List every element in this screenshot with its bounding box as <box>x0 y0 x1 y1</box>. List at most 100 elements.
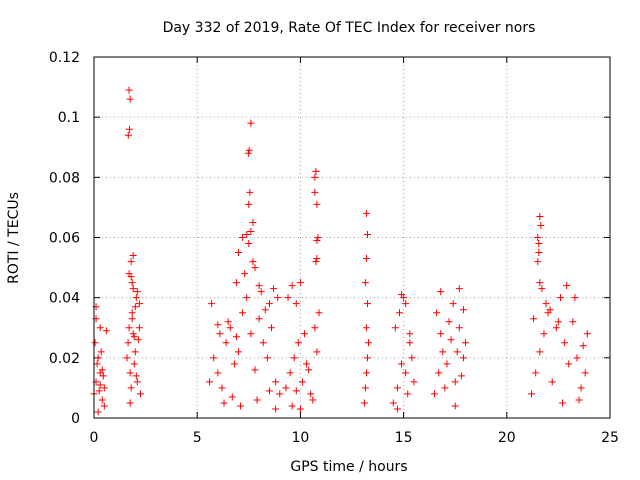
data-point-marker <box>224 318 232 326</box>
data-point-marker <box>96 324 104 332</box>
data-point-marker <box>126 125 134 133</box>
data-point-marker <box>313 200 321 208</box>
data-point-marker <box>128 279 136 287</box>
data-point-marker <box>249 218 257 226</box>
data-point-marker <box>208 300 216 308</box>
x-tick-label: 25 <box>601 430 619 446</box>
data-point-marker <box>546 306 554 314</box>
data-point-marker <box>232 333 240 341</box>
data-point-marker <box>245 146 253 154</box>
data-point-marker <box>404 390 412 398</box>
data-point-marker <box>305 366 313 374</box>
data-point-marker <box>437 330 445 338</box>
data-point-marker <box>255 282 263 290</box>
data-point-marker <box>532 369 540 377</box>
data-point-marker <box>313 255 321 263</box>
data-point-marker <box>406 339 414 347</box>
data-point-marker <box>290 354 298 362</box>
data-point-marker <box>243 294 251 302</box>
data-point-marker <box>288 282 296 290</box>
data-point-marker <box>536 348 544 356</box>
data-point-marker <box>100 402 108 410</box>
data-point-marker <box>398 291 406 299</box>
data-point-marker <box>100 384 108 392</box>
data-point-marker <box>311 173 319 181</box>
data-point-marker <box>548 378 556 386</box>
y-tick-label: 0.12 <box>49 50 80 66</box>
data-point-marker <box>362 324 370 332</box>
grid-lines <box>94 57 610 418</box>
x-tick-label: 20 <box>498 430 516 446</box>
data-point-marker <box>296 279 304 287</box>
data-point-marker <box>393 384 401 392</box>
data-point-marker <box>265 300 273 308</box>
x-axis-label: GPS time / hours <box>290 459 407 475</box>
data-point-marker <box>261 306 269 314</box>
data-point-marker <box>234 348 242 356</box>
data-point-marker <box>535 240 543 248</box>
data-point-marker <box>270 285 278 293</box>
data-point-marker <box>244 149 252 157</box>
data-point-marker <box>294 339 302 347</box>
data-point-marker <box>447 336 455 344</box>
data-point-marker <box>437 288 445 296</box>
data-point-marker <box>312 167 320 175</box>
data-point-marker <box>459 354 467 362</box>
data-point-marker <box>95 387 103 395</box>
data-point-marker <box>284 294 292 302</box>
data-point-marker <box>94 354 102 362</box>
data-point-marker <box>98 396 106 404</box>
data-point-marker <box>435 369 443 377</box>
data-point-marker <box>361 384 369 392</box>
data-point-marker <box>216 330 224 338</box>
data-point-marker <box>127 384 135 392</box>
data-point-marker <box>232 279 240 287</box>
data-point-marker <box>583 330 591 338</box>
data-point-marker <box>126 369 134 377</box>
data-point-marker <box>534 258 542 266</box>
y-tick-label: 0.04 <box>49 291 80 307</box>
x-tick-label: 15 <box>395 430 413 446</box>
data-point-marker <box>361 279 369 287</box>
data-point-marker <box>573 354 581 362</box>
y-tick-label: 0 <box>71 411 80 427</box>
data-point-marker <box>128 315 136 323</box>
data-point-marker <box>451 378 459 386</box>
x-tick-label: 10 <box>291 430 309 446</box>
y-tick-label: 0.02 <box>49 351 80 367</box>
data-point-marker <box>274 294 282 302</box>
data-point-marker <box>535 249 543 257</box>
data-point-marker <box>453 348 461 356</box>
data-point-marker <box>563 282 571 290</box>
data-point-marker <box>126 95 134 103</box>
data-point-marker <box>312 258 320 266</box>
data-point-marker <box>125 86 133 94</box>
data-point-marker <box>441 384 449 392</box>
data-point-marker <box>398 360 406 368</box>
data-point-marker <box>133 288 141 296</box>
data-point-marker <box>577 384 585 392</box>
data-point-marker <box>126 399 134 407</box>
data-point-marker <box>98 366 106 374</box>
data-point-marker <box>307 390 315 398</box>
data-point-marker <box>133 378 141 386</box>
data-point-marker <box>402 300 410 308</box>
data-point-marker <box>410 378 418 386</box>
data-point-marker <box>230 360 238 368</box>
data-point-marker <box>286 369 294 377</box>
data-point-marker <box>559 399 567 407</box>
data-point-marker <box>457 372 465 380</box>
data-point-marker <box>538 285 546 293</box>
data-point-marker <box>124 339 132 347</box>
data-point-marker <box>265 387 273 395</box>
data-point-marker <box>128 309 136 317</box>
data-point-marker <box>251 366 259 374</box>
data-point-marker <box>247 330 255 338</box>
data-point-marker <box>102 327 110 335</box>
data-point-marker <box>462 339 470 347</box>
plot-frame <box>93 56 611 419</box>
y-tick-label: 0.08 <box>49 170 80 186</box>
data-point-marker <box>239 234 247 241</box>
data-point-marker <box>579 342 587 350</box>
data-point-marker <box>362 209 370 217</box>
